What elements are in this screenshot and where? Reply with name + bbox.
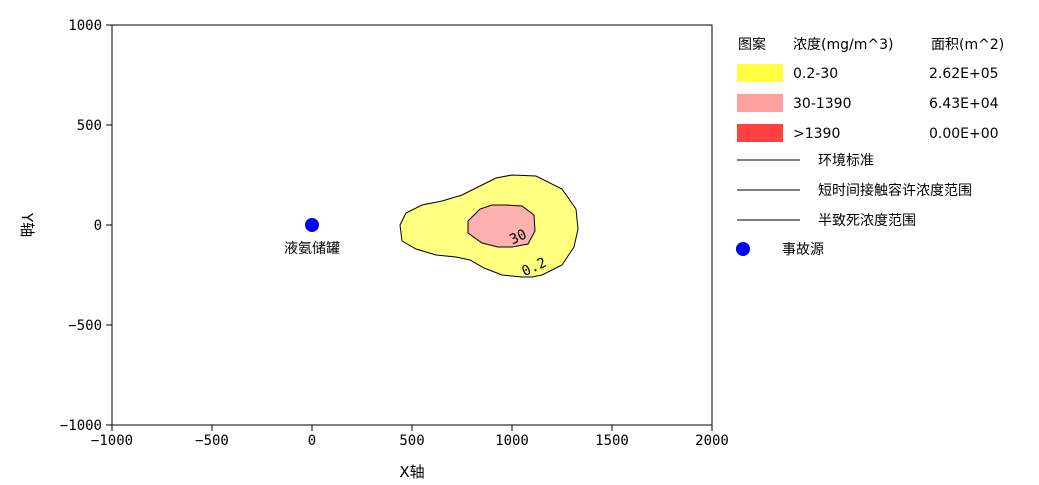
source-label: 液氨储罐 [284,241,340,257]
legend-area: 2.62E+05 [929,66,999,82]
legend-source-label: 事故源 [782,242,824,258]
legend-line-label: 环境标准 [818,153,874,169]
legend-swatch [737,124,783,142]
contour-label: 30 [507,227,529,249]
x-tick-label: 0 [308,433,316,449]
y-tick-label: 1000 [68,18,102,34]
legend-line-label: 短时间接触容许浓度范围 [818,182,972,199]
legend-area: 0.00E+00 [929,126,999,142]
x-tick-label: −500 [195,433,229,449]
x-axis-title: X轴 [399,463,424,481]
x-axis: −1000 −500 0 500 1000 1500 2000 [91,425,729,449]
y-axis-title: Y轴 [18,212,36,237]
legend-range: 0.2-30 [793,66,838,82]
y-tick-label: 0 [94,218,102,234]
contour-region [467,204,536,248]
x-tick-label: 500 [399,433,424,449]
source-layer: 液氨储罐 [284,218,340,257]
y-tick-label: −500 [68,318,102,334]
y-axis: 1000 500 0 −500 −1000 [60,18,112,434]
source-point [305,218,319,232]
legend-header: 面积(m^2) [931,37,1004,53]
legend-header: 浓度(mg/m^3) [793,37,893,53]
y-tick-label: −1000 [60,418,102,434]
legend-source-marker [736,242,750,256]
y-tick-label: 500 [77,118,102,134]
x-tick-label: 2000 [695,433,729,449]
legend: 图案 浓度(mg/m^3) 面积(m^2) 0.2-30 2.62E+05 30-1390… [736,36,1004,258]
legend-range: 30-1390 [793,96,852,112]
legend-header: 图案 [738,36,766,53]
legend-swatch [737,64,783,82]
legend-area: 6.43E+04 [929,96,999,112]
legend-line-label: 半致死浓度范围 [818,212,916,229]
legend-range: >1390 [793,126,840,142]
legend-swatch [737,94,783,112]
x-tick-label: −1000 [91,433,133,449]
contour-layer: 0.230 [399,174,579,280]
x-tick-label: 1500 [595,433,629,449]
x-tick-label: 1000 [495,433,529,449]
